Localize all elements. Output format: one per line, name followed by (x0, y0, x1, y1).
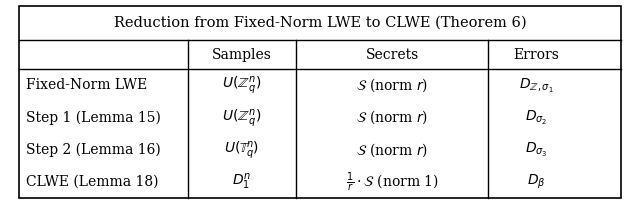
Text: $D_{\mathbb{Z},\sigma_1}$: $D_{\mathbb{Z},\sigma_1}$ (519, 76, 554, 94)
Text: $U(\mathbb{T}_q^n)$: $U(\mathbb{T}_q^n)$ (225, 139, 259, 161)
Text: $\mathcal{S}$ (norm $r$): $\mathcal{S}$ (norm $r$) (356, 77, 428, 94)
Text: $D_1^n$: $D_1^n$ (232, 172, 252, 192)
Text: $D_{\sigma_3}$: $D_{\sigma_3}$ (525, 141, 548, 159)
Text: Secrets: Secrets (365, 48, 419, 62)
Text: Errors: Errors (514, 48, 559, 62)
Text: $\mathcal{S}$ (norm $r$): $\mathcal{S}$ (norm $r$) (356, 141, 428, 159)
Text: CLWE (Lemma 18): CLWE (Lemma 18) (26, 175, 158, 189)
Text: $D_{\beta}$: $D_{\beta}$ (527, 173, 546, 191)
Text: Reduction from Fixed-Norm LWE to CLWE (Theorem 6): Reduction from Fixed-Norm LWE to CLWE (T… (114, 16, 526, 30)
Text: $D_{\sigma_2}$: $D_{\sigma_2}$ (525, 109, 548, 127)
Text: $\frac{1}{r} \cdot \mathcal{S}$ (norm 1): $\frac{1}{r} \cdot \mathcal{S}$ (norm 1) (346, 170, 438, 194)
Text: Samples: Samples (212, 48, 272, 62)
Text: Fixed-Norm LWE: Fixed-Norm LWE (26, 79, 147, 92)
Text: $U(\mathbb{Z}_q^n)$: $U(\mathbb{Z}_q^n)$ (222, 74, 262, 96)
Text: Step 2 (Lemma 16): Step 2 (Lemma 16) (26, 143, 161, 157)
Text: $\mathcal{S}$ (norm $r$): $\mathcal{S}$ (norm $r$) (356, 109, 428, 126)
Text: Step 1 (Lemma 15): Step 1 (Lemma 15) (26, 110, 161, 125)
Text: $U(\mathbb{Z}_q^n)$: $U(\mathbb{Z}_q^n)$ (222, 107, 262, 129)
